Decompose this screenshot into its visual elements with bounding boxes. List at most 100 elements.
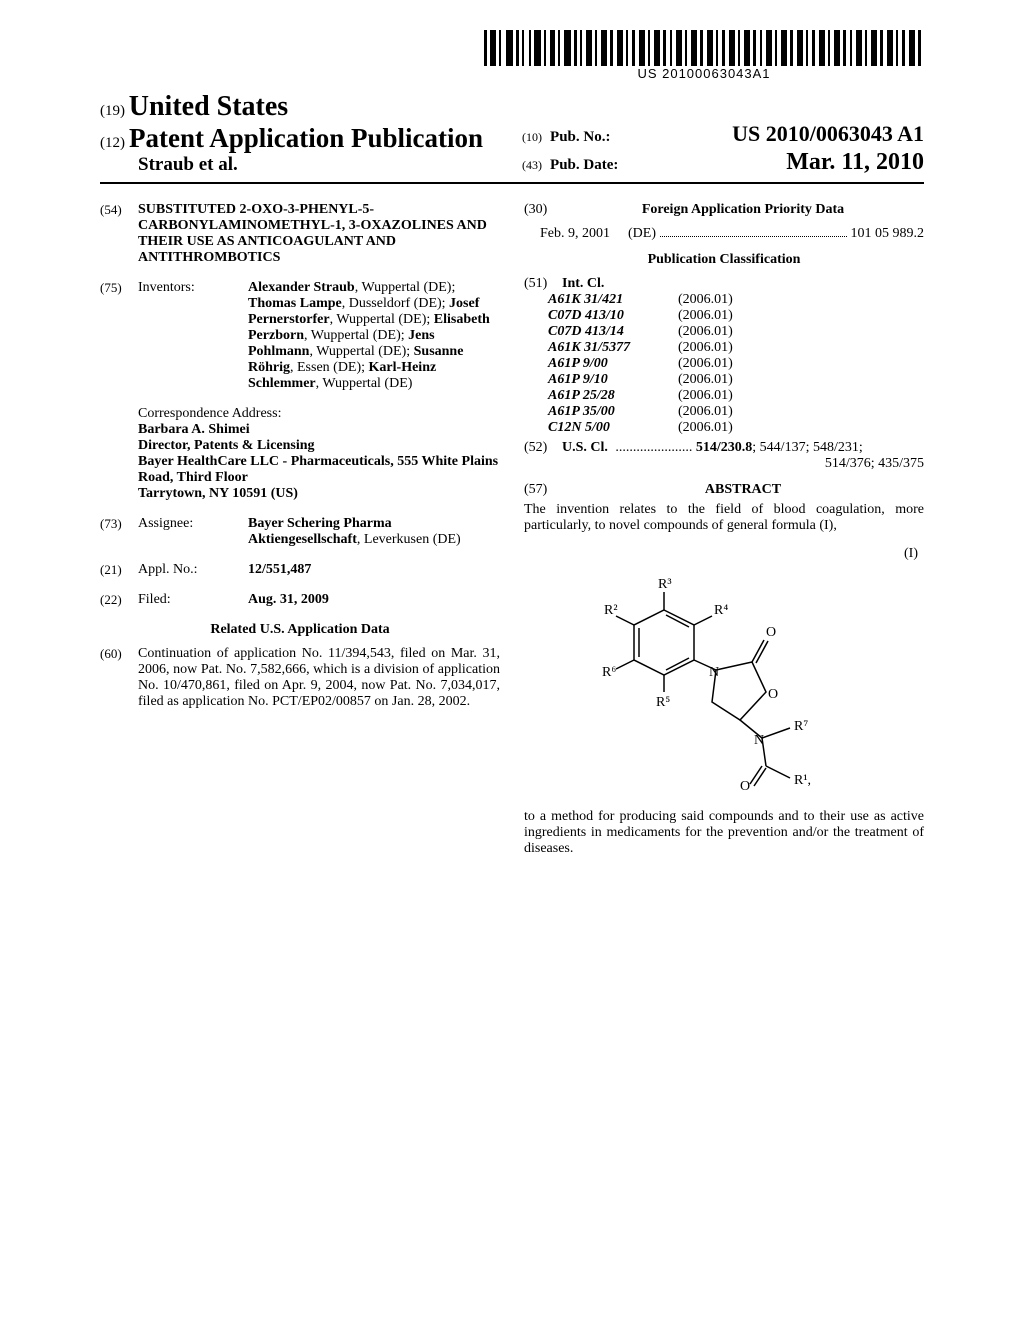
intcl-code: A61P 9/00 xyxy=(548,356,678,372)
filed-label: Filed: xyxy=(138,592,248,608)
code-52: (52) xyxy=(524,440,562,456)
field-22-filed: (22) Filed: Aug. 31, 2009 xyxy=(100,592,500,608)
code-22: (22) xyxy=(100,592,138,608)
assignee-label: Assignee: xyxy=(138,516,248,548)
dot-leader: ...................... xyxy=(612,440,696,456)
foreign-date: Feb. 9, 2001 xyxy=(540,226,610,242)
label-n1: N xyxy=(709,665,719,680)
code-10: (10) xyxy=(522,130,550,145)
field-30-foreign: (30) Foreign Application Priority Data xyxy=(524,202,924,218)
structure-svg: R³ R⁴ R² R⁶ R⁵ O N O R⁷ N R¹, O xyxy=(594,570,854,790)
inventor-loc: , Wuppertal (DE); xyxy=(330,312,434,327)
intcl-row: A61P 35/00(2006.01) xyxy=(524,404,924,420)
intcl-ver: (2006.01) xyxy=(678,388,733,404)
author-line: Straub et al. xyxy=(100,154,522,176)
inventor-loc: , Wuppertal (DE) xyxy=(316,376,413,391)
field-21-applno: (21) Appl. No.: 12/551,487 xyxy=(100,562,500,578)
pubdate-label: Pub. Date: xyxy=(550,157,645,174)
intcl-ver: (2006.01) xyxy=(678,340,733,356)
inventor-loc: , Dusseldorf (DE); xyxy=(342,296,449,311)
inventors-list: Alexander Straub, Wuppertal (DE); Thomas… xyxy=(248,280,500,392)
related-text: Continuation of application No. 11/394,5… xyxy=(138,646,500,710)
inventor-name: Alexander Straub xyxy=(248,280,355,295)
intcl-row: A61P 9/10(2006.01) xyxy=(524,372,924,388)
field-57-abstract: (57) ABSTRACT xyxy=(524,482,924,498)
dot-leader xyxy=(660,226,847,237)
inventor-loc: , Wuppertal (DE); xyxy=(309,344,413,359)
label-r4: R⁴ xyxy=(714,603,728,618)
barcode-region: US 20100063043A1 xyxy=(100,30,924,83)
abstract-para-2: to a method for producing said compounds… xyxy=(524,809,924,857)
intcl-code: C12N 5/00 xyxy=(548,420,678,436)
foreign-country: (DE) xyxy=(628,226,656,242)
foreign-appno: 101 05 989.2 xyxy=(851,226,925,242)
applno-label: Appl. No.: xyxy=(138,562,248,578)
intcl-row: C07D 413/14(2006.01) xyxy=(524,324,924,340)
code-19: (19) xyxy=(100,103,125,119)
corr-addr1: Bayer HealthCare LLC - Pharmaceuticals, … xyxy=(138,454,500,486)
intcl-code: A61P 35/00 xyxy=(548,404,678,420)
inventors-label: Inventors: xyxy=(138,280,248,392)
related-heading: Related U.S. Application Data xyxy=(100,622,500,638)
code-51: (51) xyxy=(524,276,562,292)
intcl-ver: (2006.01) xyxy=(678,420,733,436)
label-r2: R² xyxy=(604,603,618,618)
pubno-value: US 2010/0063043 A1 xyxy=(732,121,924,147)
abstract-heading: ABSTRACT xyxy=(562,482,924,498)
barcode-text: US 20100063043A1 xyxy=(484,66,924,81)
field-51-intcl: (51) Int. Cl. xyxy=(524,276,924,292)
corr-name: Barbara A. Shimei xyxy=(138,422,500,438)
document-type: Patent Application Publication xyxy=(129,123,483,153)
intcl-code: A61P 25/28 xyxy=(548,388,678,404)
code-54: (54) xyxy=(100,202,138,266)
label-r5: R⁵ xyxy=(656,695,670,710)
intcl-row: A61K 31/5377(2006.01) xyxy=(524,340,924,356)
code-75: (75) xyxy=(100,280,138,392)
field-60-related: (60) Continuation of application No. 11/… xyxy=(100,646,500,710)
assignee-loc: , Leverkusen (DE) xyxy=(357,532,461,547)
country-line: (19) United States xyxy=(100,91,522,123)
foreign-priority-row: Feb. 9, 2001 (DE) 101 05 989.2 xyxy=(540,226,924,242)
intcl-label: Int. Cl. xyxy=(562,276,604,292)
inventor-loc: , Wuppertal (DE); xyxy=(355,280,456,295)
barcode-svg xyxy=(484,30,924,66)
intcl-row: C07D 413/10(2006.01) xyxy=(524,308,924,324)
label-o1: O xyxy=(766,625,776,640)
code-12: (12) xyxy=(100,135,125,151)
code-73: (73) xyxy=(100,516,138,548)
field-52-uscl: (52) U.S. Cl. ...................... 514… xyxy=(524,440,924,456)
code-57: (57) xyxy=(524,482,562,498)
label-o3: O xyxy=(740,779,750,790)
code-21: (21) xyxy=(100,562,138,578)
intcl-ver: (2006.01) xyxy=(678,404,733,420)
barcode: US 20100063043A1 xyxy=(484,30,924,81)
intcl-ver: (2006.01) xyxy=(678,356,733,372)
filed-value: Aug. 31, 2009 xyxy=(248,592,500,608)
code-60: (60) xyxy=(100,646,138,710)
pub-number-row: (10) Pub. No.: US 2010/0063043 A1 xyxy=(522,121,924,147)
header-left: (19) United States (12) Patent Applicati… xyxy=(100,91,522,176)
intcl-code: C07D 413/10 xyxy=(548,308,678,324)
field-54-title: (54) SUBSTITUTED 2-OXO-3-PHENYL-5-CARBON… xyxy=(100,202,500,266)
patent-page: US 20100063043A1 (19) United States (12)… xyxy=(0,0,1024,1320)
uscl-rest: ; 544/137; 548/231; xyxy=(752,440,862,456)
intcl-row: C12N 5/00(2006.01) xyxy=(524,420,924,436)
intcl-ver: (2006.01) xyxy=(678,324,733,340)
main-columns: (54) SUBSTITUTED 2-OXO-3-PHENYL-5-CARBON… xyxy=(100,202,924,857)
inventor-loc: , Essen (DE); xyxy=(290,360,369,375)
label-n2: N xyxy=(754,733,764,748)
label-r1: R¹, xyxy=(794,773,811,788)
correspondence-address: Correspondence Address: Barbara A. Shime… xyxy=(138,406,500,502)
uscl-label: U.S. Cl. xyxy=(562,440,608,456)
uscl-line2: 514/376; 435/375 xyxy=(524,456,924,472)
chemical-structure: R³ R⁴ R² R⁶ R⁵ O N O R⁷ N R¹, O xyxy=(524,570,924,795)
pubno-label: Pub. No.: xyxy=(550,129,645,146)
foreign-heading: Foreign Application Priority Data xyxy=(562,202,924,218)
intcl-code: A61P 9/10 xyxy=(548,372,678,388)
label-o2: O xyxy=(768,687,778,702)
intcl-ver: (2006.01) xyxy=(678,292,733,308)
applno-value: 12/551,487 xyxy=(248,562,500,578)
uscl-primary: 514/230.8 xyxy=(696,440,752,456)
intcl-row: A61P 9/00(2006.01) xyxy=(524,356,924,372)
header-row: (19) United States (12) Patent Applicati… xyxy=(100,91,924,184)
